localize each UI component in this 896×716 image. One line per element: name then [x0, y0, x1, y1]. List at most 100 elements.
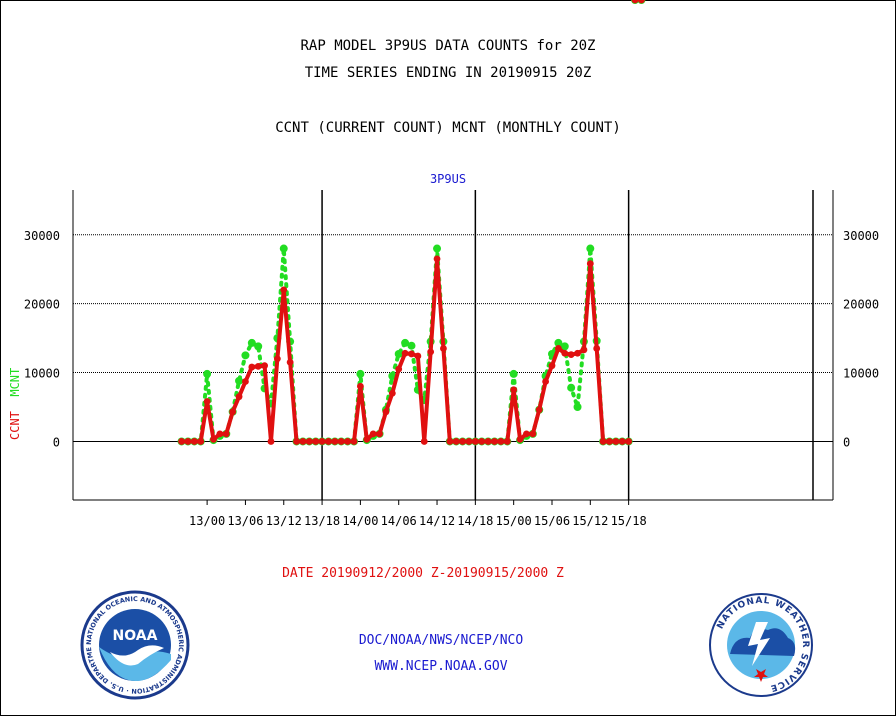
x-tick-label: 13/18 — [304, 514, 340, 528]
mcnt-point — [586, 244, 595, 253]
ccnt-point — [312, 438, 320, 445]
y-axis-label: CCNT MCNT — [8, 320, 22, 440]
ccnt-point — [433, 255, 441, 263]
mcnt-point — [407, 341, 416, 350]
ccnt-point — [599, 438, 607, 445]
ccnt-point — [497, 438, 505, 445]
ccnt-point — [567, 351, 575, 359]
ccnt-point — [369, 430, 377, 438]
ccnt-point — [229, 408, 237, 416]
x-tick-label: 14/12 — [419, 514, 455, 528]
ccnt-point — [293, 438, 300, 445]
ccnt-point — [325, 438, 332, 445]
ccnt-point — [618, 438, 626, 445]
x-tick-label: 13/06 — [227, 514, 263, 528]
ccnt-point — [210, 435, 217, 443]
ccnt-point — [523, 430, 530, 438]
y-tick-label-right: 0 — [843, 435, 850, 449]
mcnt-point — [560, 342, 569, 351]
ccnt-point — [459, 438, 466, 445]
ccnt-point — [631, 0, 639, 4]
ccnt-point — [254, 362, 262, 370]
ccnt-point — [491, 438, 498, 445]
ccnt-point — [593, 345, 601, 352]
ccnt-point — [465, 438, 473, 445]
mcnt-point — [567, 383, 576, 392]
plot-label: 3P9US — [429, 172, 467, 186]
ccnt-point — [235, 393, 243, 401]
ccnt-point — [446, 438, 454, 445]
y-tick-label-right: 20000 — [843, 298, 879, 312]
ccnt-point — [305, 438, 313, 445]
ccnt-point — [408, 350, 415, 358]
ccnt-point — [344, 438, 352, 445]
ccnt-point — [242, 378, 249, 385]
ccnt-point — [516, 435, 524, 443]
ccnt-point — [440, 345, 447, 352]
svg-text:NOAA: NOAA — [113, 628, 158, 644]
ccnt-point — [420, 438, 428, 445]
ccnt-point — [299, 438, 307, 445]
y-tick-label-right: 30000 — [843, 229, 879, 243]
y-tick-label-left: 30000 — [24, 229, 60, 243]
mcnt-point — [394, 349, 403, 358]
ccnt-point — [363, 435, 371, 443]
mcnt-point — [203, 369, 212, 378]
ccnt-point — [625, 438, 633, 445]
chart-title: RAP MODEL 3P9US DATA COUNTS for 20Z — [300, 38, 596, 54]
ccnt-point — [503, 438, 511, 445]
date-range: DATE 20190912/2000 Z-20190915/2000 Z — [282, 566, 564, 581]
ccnt-point — [382, 408, 390, 416]
x-tick-label: 15/18 — [611, 514, 647, 528]
ccnt-point — [190, 438, 198, 445]
ccnt-point — [222, 430, 230, 438]
ccnt-point — [612, 438, 620, 445]
ccnt-point — [197, 438, 205, 445]
y-tick-label-left: 10000 — [24, 367, 60, 381]
ccnt-point — [548, 362, 556, 370]
credit-website: WWW.NCEP.NOAA.GOV — [374, 659, 508, 674]
ccnt-point — [401, 349, 409, 357]
ccnt-point — [203, 398, 211, 405]
ccnt-point — [267, 438, 275, 445]
ccnt-point — [427, 348, 435, 356]
ccnt-point — [542, 378, 550, 385]
mcnt-point — [241, 351, 250, 360]
x-tick-label: 14/06 — [381, 514, 417, 528]
ccnt-point — [280, 286, 288, 294]
ccnt-point — [356, 382, 364, 390]
ccnt-point — [350, 438, 358, 445]
ccnt-point — [388, 389, 396, 397]
ccnt-point — [452, 438, 460, 445]
noaa-logo: NATIONAL OCEANIC AND ATMOSPHERIC ADMINIS… — [80, 590, 190, 700]
x-tick-label: 13/00 — [189, 514, 225, 528]
x-tick-label: 13/12 — [266, 514, 302, 528]
x-tick-label: 15/06 — [534, 514, 570, 528]
ccnt-point — [510, 386, 518, 394]
mcnt-point — [433, 244, 442, 253]
ccnt-point — [414, 352, 422, 360]
mcnt-point — [401, 338, 410, 347]
ccnt-point — [248, 363, 256, 371]
x-tick-label: 15/12 — [572, 514, 608, 528]
ccnt-point — [184, 438, 192, 445]
x-tick-label: 15/00 — [496, 514, 532, 528]
mcnt-point — [254, 342, 263, 351]
mcnt-point — [279, 244, 288, 253]
mcnt-point — [247, 338, 256, 347]
ccnt-point — [478, 438, 486, 445]
ccnt-point — [529, 430, 537, 438]
y-tick-label-left: 0 — [53, 435, 60, 449]
nws-logo: NATIONAL WEATHER SERVICE — [709, 593, 813, 697]
y-label-mcnt: MCNT — [8, 367, 22, 397]
ccnt-point — [376, 430, 383, 438]
ccnt-point — [318, 438, 326, 445]
ccnt-point — [261, 362, 268, 370]
x-tick-label: 14/18 — [457, 514, 493, 528]
mcnt-point — [235, 376, 244, 385]
ccnt-point — [580, 346, 588, 354]
ccnt-point — [554, 345, 562, 352]
ccnt-point — [638, 0, 645, 4]
chart-subtitle: TIME SERIES ENDING IN 20190915 20Z — [304, 65, 592, 81]
ccnt-point — [606, 438, 613, 445]
